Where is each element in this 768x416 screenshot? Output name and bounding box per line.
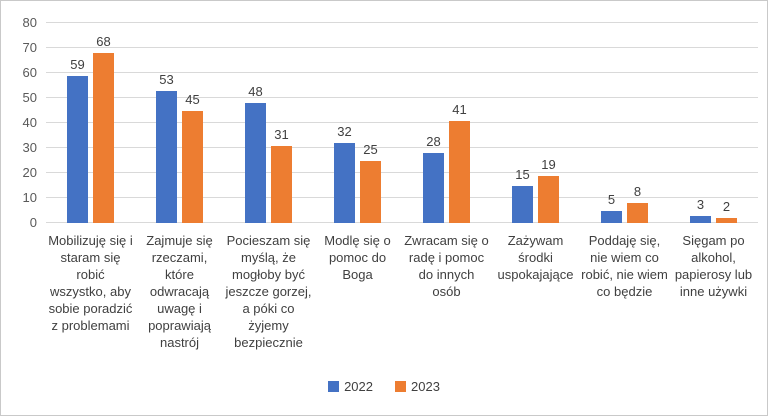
legend-swatch-2023: [395, 381, 406, 392]
y-axis-tick-label: 10: [22, 190, 37, 205]
data-label: 59: [70, 56, 85, 72]
gridline: [46, 197, 758, 198]
category-label: Zażywam środki uspokajające: [497, 233, 574, 282]
category-label: Poddaję się, nie wiem co robić, nie wiem…: [581, 233, 668, 299]
legend: 2022 2023: [1, 379, 767, 394]
data-label: 28: [426, 134, 441, 149]
category-label: Mobilizuję się i staram się robić wszyst…: [48, 233, 133, 333]
bar-group: 53 45: [135, 23, 224, 223]
gridline: [46, 97, 758, 98]
legend-item-2022: 2022: [328, 379, 373, 394]
bar-2023: [93, 53, 114, 223]
data-label: 41: [452, 101, 467, 117]
y-axis-tick-label: 80: [22, 15, 37, 30]
bar-2022: [512, 185, 533, 223]
y-axis-tick-label: 40: [22, 115, 37, 130]
bar-2023: [449, 120, 470, 223]
plot-area: 59 68 53 45 48 31 32 25 28 41 15 19 5 8 3 2: [46, 22, 758, 223]
data-label: 2: [722, 199, 731, 214]
bar-2022: [156, 90, 177, 223]
bar-2023: [627, 203, 648, 223]
bar-2023: [538, 175, 559, 223]
data-label: 31: [274, 126, 289, 142]
data-label: 25: [363, 141, 378, 157]
bar-2023: [182, 110, 203, 223]
legend-item-2023: 2023: [395, 379, 440, 394]
gridline: [46, 72, 758, 73]
bar-group: 32 25: [313, 23, 402, 223]
gridline: [46, 222, 758, 223]
bar-2022: [423, 153, 444, 223]
gridline: [46, 147, 758, 148]
bar-group: 48 31: [224, 23, 313, 223]
data-label: 3: [696, 196, 705, 212]
y-axis-tick-label: 60: [22, 65, 37, 80]
y-axis-tick-label: 70: [22, 40, 37, 55]
bar-2022: [690, 215, 711, 223]
bar-group: 59 68: [46, 23, 135, 223]
y-axis-tick-label: 30: [22, 140, 37, 155]
data-label: 53: [159, 71, 174, 87]
category-axis: Mobilizuję się i staram się robić wszyst…: [46, 232, 758, 351]
category-label: Pocieszam się myślą, że mogłoby być jesz…: [225, 233, 312, 350]
gridline: [46, 47, 758, 48]
bar-2022: [245, 103, 266, 223]
data-label: 5: [607, 191, 616, 207]
y-axis-tick-label: 0: [29, 215, 37, 230]
bar-2022: [334, 143, 355, 223]
data-label: 45: [185, 91, 200, 107]
data-label: 48: [248, 84, 263, 99]
data-label: 15: [515, 166, 530, 182]
legend-swatch-2022: [328, 381, 340, 392]
legend-label: 2023: [411, 379, 440, 394]
legend-label: 2022: [344, 379, 373, 394]
bar-2022: [601, 210, 622, 223]
data-label: 8: [633, 184, 642, 199]
data-label: 68: [96, 34, 111, 49]
bar-2022: [67, 75, 88, 223]
category-label: Modlę się o pomoc do Boga: [324, 233, 391, 282]
gridline: [46, 172, 758, 173]
data-label: 19: [541, 156, 556, 172]
data-label: 32: [337, 124, 352, 139]
bar-2023: [360, 160, 381, 223]
bar-2023: [716, 218, 737, 223]
category-label: Zajmuje się rzeczami, które odwracają uw…: [146, 233, 213, 350]
category-label: Zwracam się o radę i pomoc do innych osó…: [404, 233, 489, 299]
bar-2023: [271, 145, 292, 223]
bar-group: 15 19: [491, 23, 580, 223]
gridline: [46, 122, 758, 123]
gridline: [46, 22, 758, 23]
y-axis-tick-label: 20: [22, 165, 37, 180]
category-label: Sięgam po alkohol, papierosy lub inne uż…: [674, 233, 753, 299]
y-axis-tick-label: 50: [22, 90, 37, 105]
bar-group: 28 41: [402, 23, 491, 223]
